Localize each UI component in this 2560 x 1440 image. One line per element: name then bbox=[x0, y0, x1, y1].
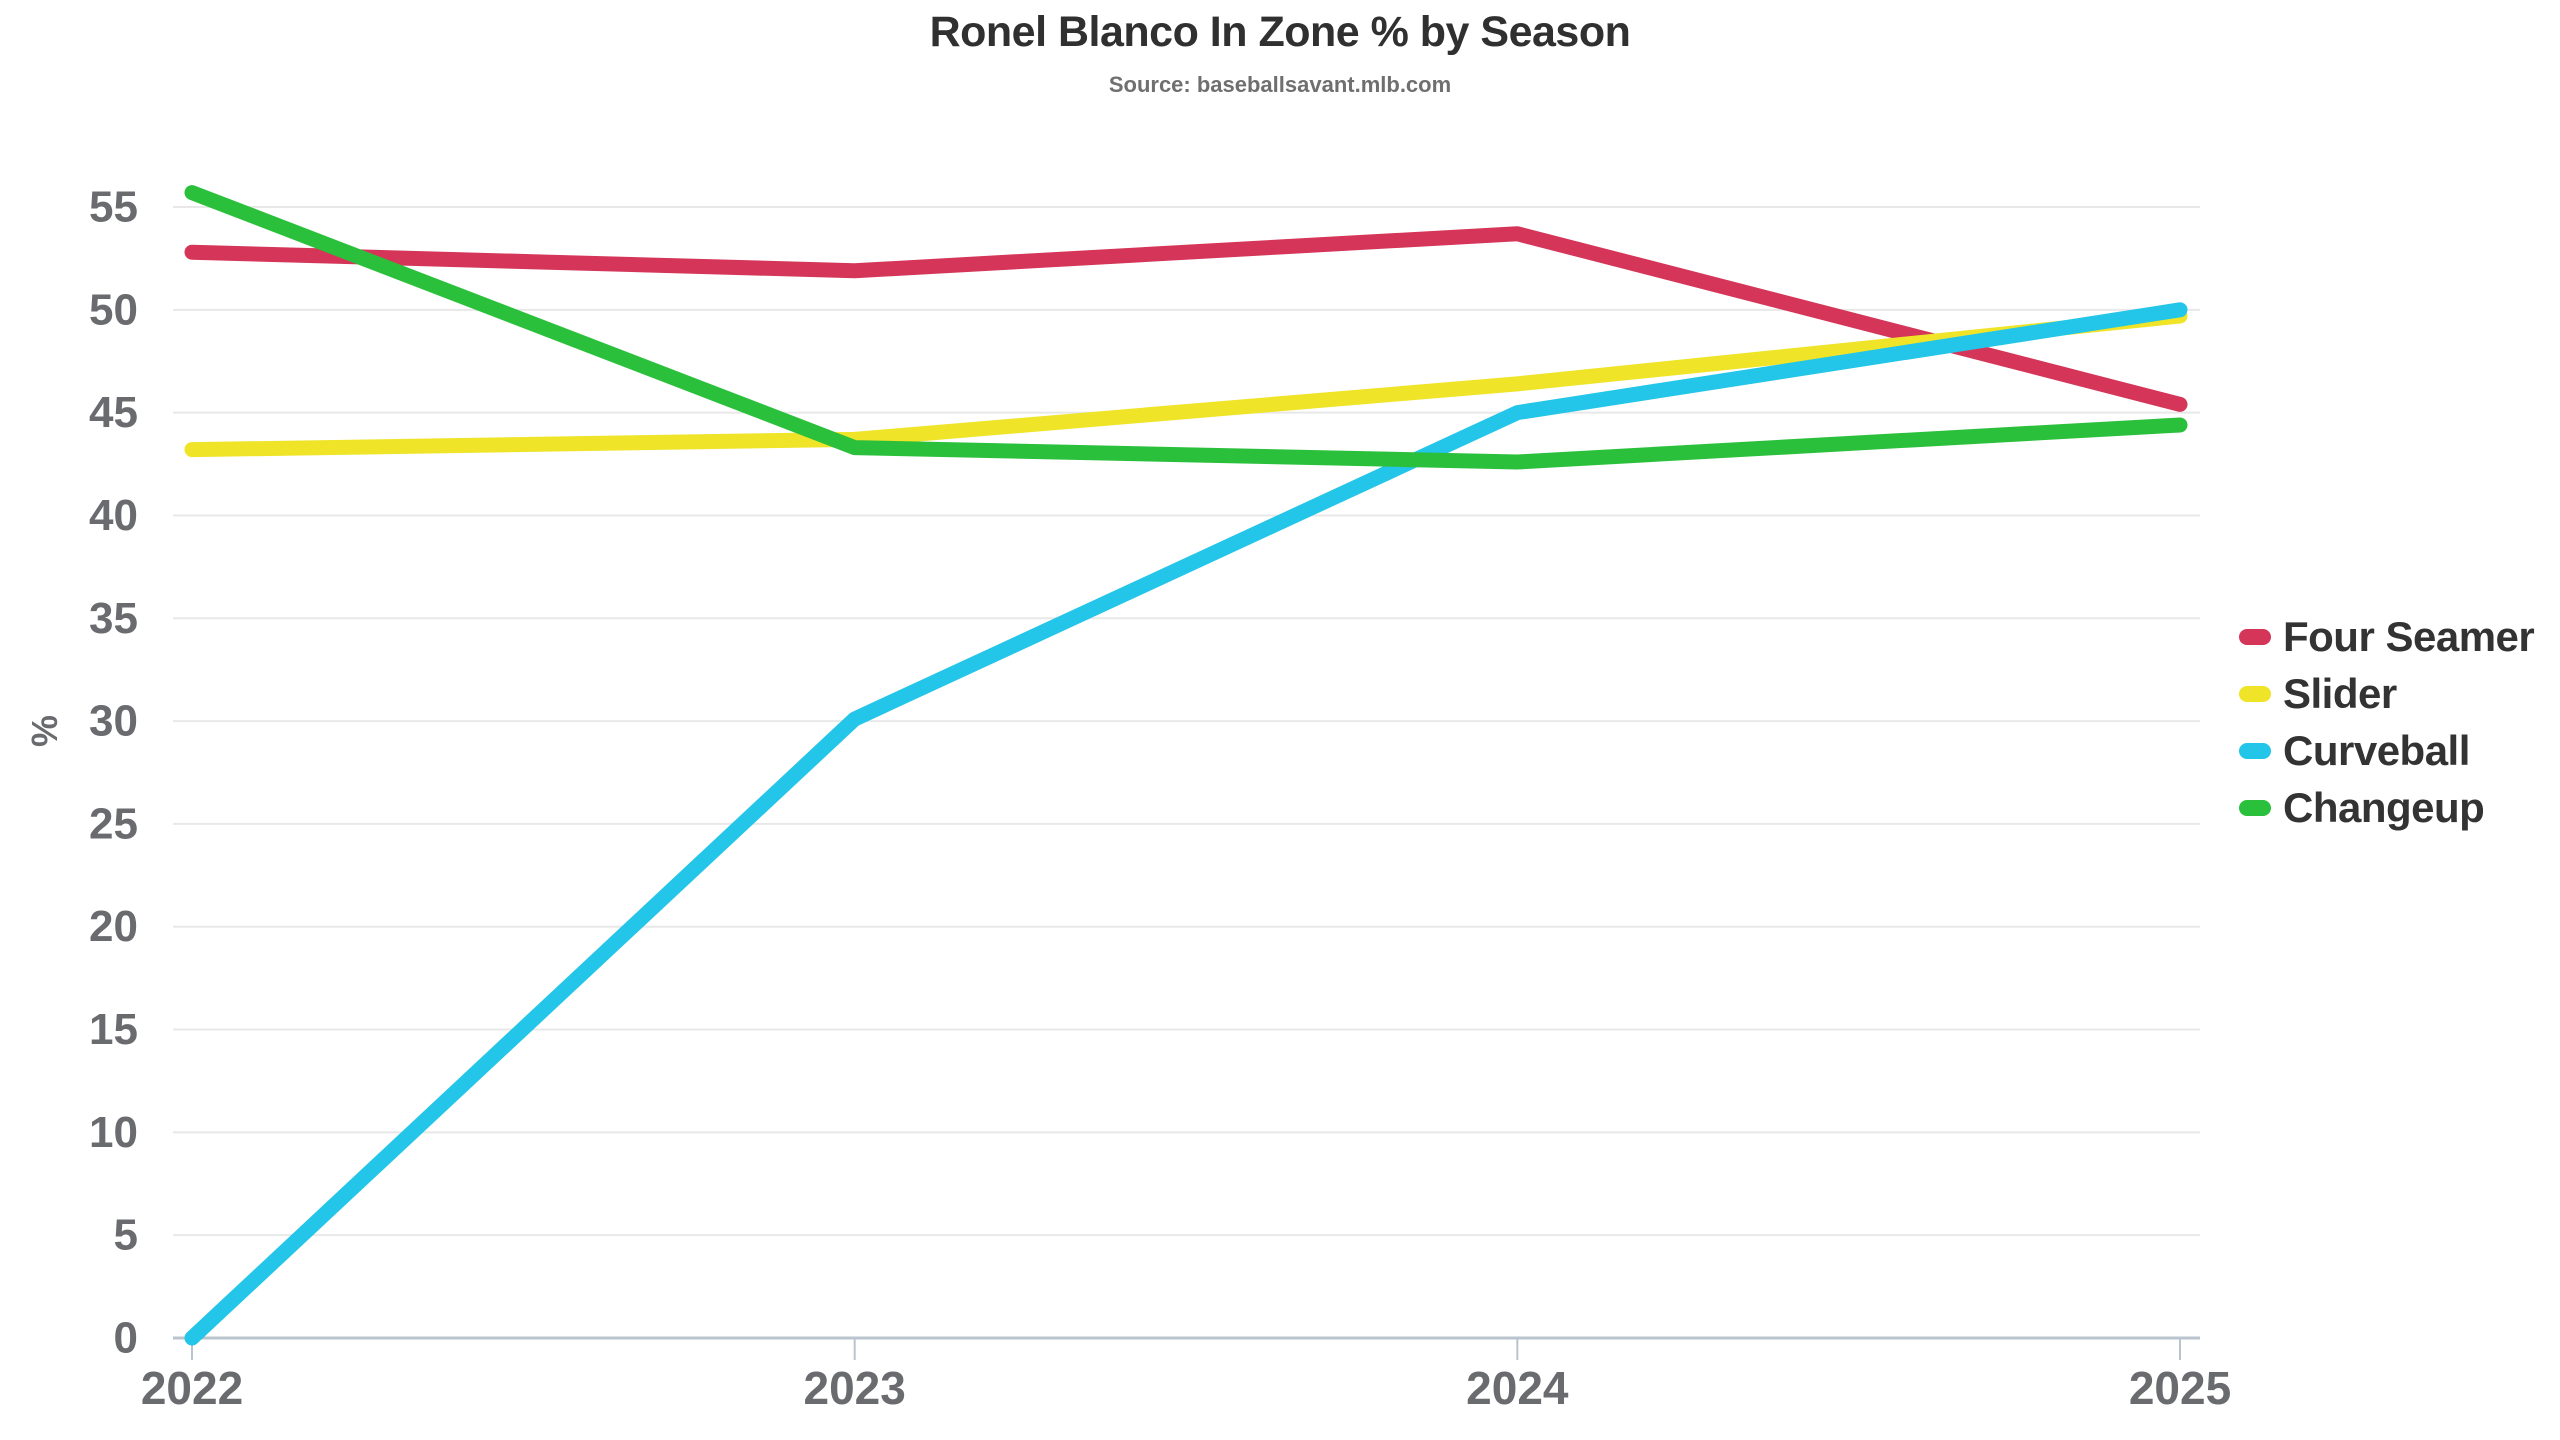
x-tick-label: 2023 bbox=[803, 1362, 905, 1414]
legend-label-curveball: Curveball bbox=[2283, 726, 2470, 774]
series-line-four-seamer bbox=[184, 226, 2188, 412]
y-tick-label: 10 bbox=[89, 1108, 138, 1157]
legend-swatch-slider bbox=[2239, 685, 2271, 702]
series-line-changeup bbox=[184, 185, 2188, 470]
legend-item-four-seamer: Four Seamer bbox=[2239, 608, 2535, 665]
legend-item-curveball: Curveball bbox=[2239, 722, 2534, 779]
y-tick-label: 30 bbox=[89, 697, 138, 746]
y-tick-label: 25 bbox=[89, 799, 138, 848]
legend-label-changeup: Changeup bbox=[2283, 783, 2485, 831]
chart-subtitle: Source: baseballsavant.mlb.com bbox=[1108, 72, 1452, 97]
y-tick-label: 45 bbox=[89, 388, 138, 437]
x-tick-label: 2025 bbox=[2129, 1362, 2231, 1414]
legend-label-slider: Slider bbox=[2283, 669, 2397, 717]
series-line-curveball bbox=[184, 302, 2188, 1346]
legend-item-slider: Slider bbox=[2239, 665, 2534, 722]
x-tick-label: 2022 bbox=[141, 1362, 243, 1414]
y-tick-label: 35 bbox=[89, 594, 138, 643]
x-tick-label: 2024 bbox=[1466, 1362, 1569, 1414]
y-tick-label: 0 bbox=[114, 1314, 138, 1363]
y-tick-label: 55 bbox=[89, 183, 138, 232]
chart-legend: Four Seamer Slider Curveball Changeup bbox=[2239, 608, 2535, 836]
y-tick-label: 40 bbox=[89, 491, 138, 540]
legend-label-four-seamer: Four Seamer bbox=[2283, 612, 2535, 660]
legend-item-changeup: Changeup bbox=[2239, 779, 2534, 836]
legend-swatch-curveball bbox=[2239, 742, 2271, 759]
y-tick-label: 15 bbox=[89, 1005, 138, 1054]
series-line-slider bbox=[184, 308, 2188, 458]
y-tick-label: 5 bbox=[114, 1211, 138, 1260]
y-tick-label: 20 bbox=[89, 902, 138, 951]
chart-title: Ronel Blanco In Zone % by Season bbox=[929, 8, 1631, 56]
legend-swatch-four-seamer bbox=[2239, 628, 2271, 645]
legend-swatch-changeup bbox=[2239, 799, 2271, 816]
y-tick-label: 50 bbox=[89, 285, 138, 334]
y-axis-title: % bbox=[24, 715, 65, 747]
